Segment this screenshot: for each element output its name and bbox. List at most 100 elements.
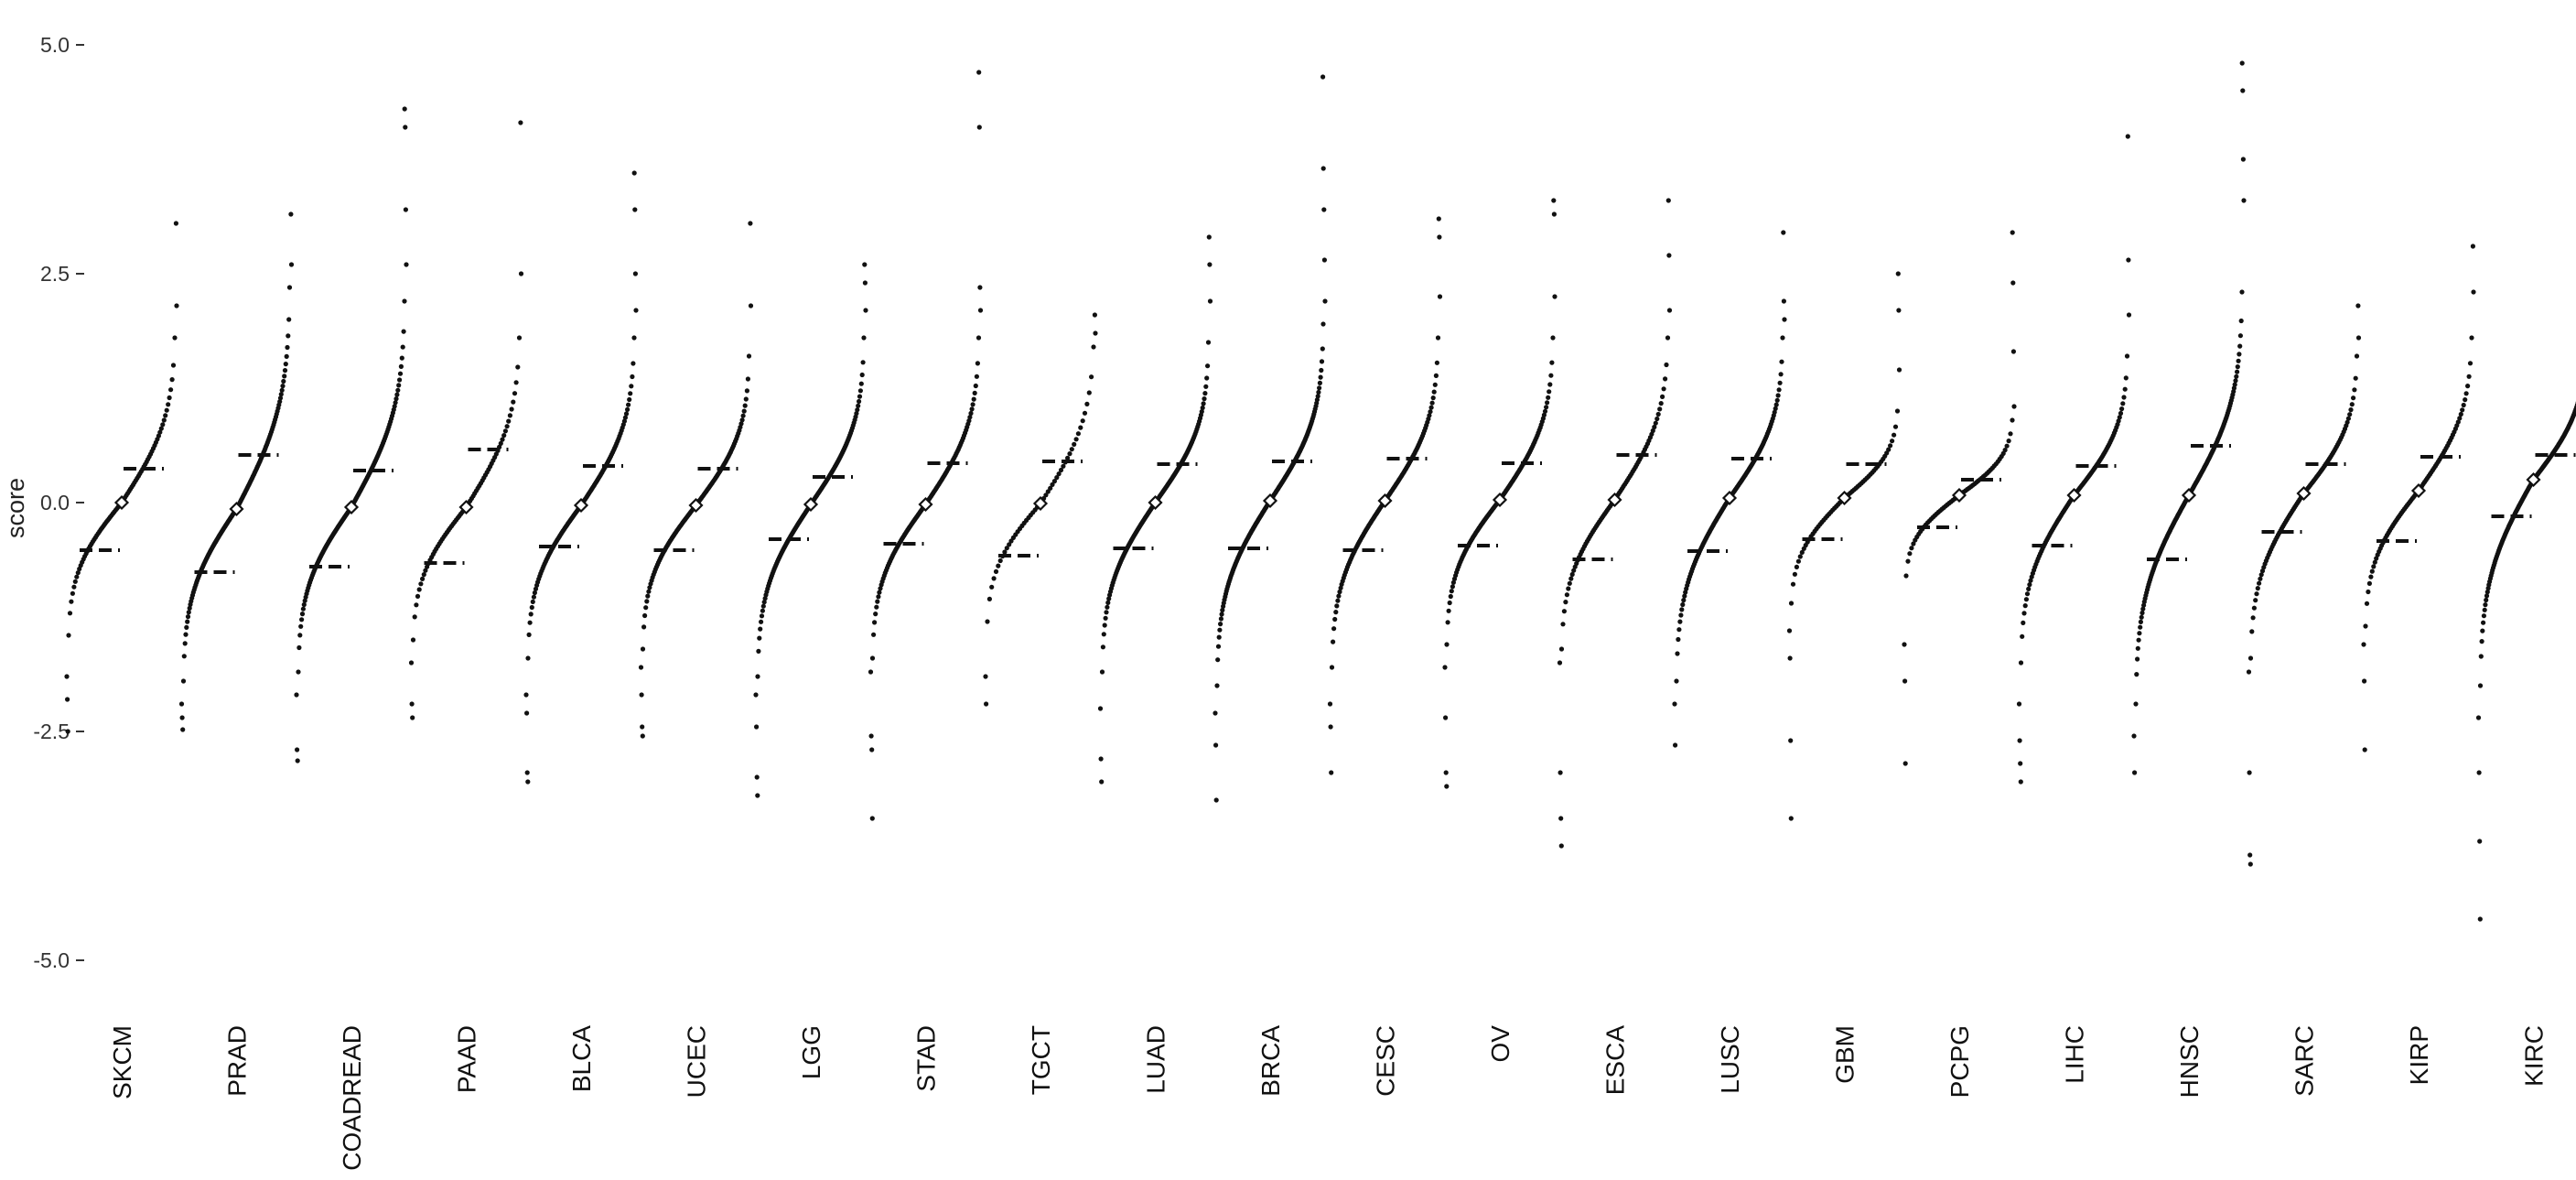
data-point	[1103, 615, 1108, 621]
data-point	[1201, 401, 1206, 406]
data-point	[2250, 615, 2256, 621]
data-point	[1075, 431, 1081, 437]
outlier-point	[1902, 761, 1908, 766]
data-point	[1778, 372, 1784, 377]
data-point	[1089, 374, 1094, 380]
data-point	[1432, 382, 1438, 387]
data-point	[1678, 612, 1684, 618]
data-point	[985, 619, 990, 624]
data-point	[2465, 384, 2471, 389]
data-point	[2255, 586, 2260, 591]
data-point	[858, 381, 864, 386]
data-point	[158, 426, 164, 431]
data-point	[2366, 589, 2371, 595]
outlier-point	[753, 692, 759, 698]
outlier-point	[869, 816, 875, 821]
data-point	[1043, 493, 1049, 498]
data-point	[1320, 321, 1326, 327]
data-point	[1548, 373, 1554, 378]
outlier-point	[2470, 244, 2475, 249]
data-point	[2116, 418, 2121, 424]
data-point	[2484, 593, 2490, 599]
data-point	[970, 402, 975, 407]
outlier-point	[1092, 312, 1097, 318]
data-point	[1681, 598, 1687, 603]
data-point	[181, 654, 187, 659]
data-point	[745, 376, 751, 382]
data-point	[282, 368, 288, 373]
x-category-label: COADREAD	[338, 1025, 366, 1171]
outlier-point	[1213, 797, 1219, 803]
data-point	[2467, 361, 2474, 366]
strip-lgg	[753, 262, 868, 798]
data-point	[412, 614, 417, 620]
data-point	[2345, 416, 2351, 421]
data-point	[529, 604, 534, 611]
data-point	[1065, 455, 1071, 460]
data-point	[528, 612, 534, 617]
data-point	[641, 624, 647, 630]
outlier-point	[524, 770, 530, 775]
outlier-point	[977, 285, 983, 290]
data-point	[282, 373, 287, 379]
data-point	[2024, 591, 2031, 597]
data-point	[1218, 622, 1223, 627]
strip-pcpg	[1902, 230, 2017, 766]
outlier-point	[1788, 738, 1794, 743]
data-point	[1217, 627, 1223, 633]
data-point	[1547, 389, 1552, 395]
data-point	[1084, 401, 1090, 406]
outlier-point	[1557, 770, 1563, 775]
data-point	[2469, 335, 2474, 341]
outlier-point	[288, 211, 294, 217]
outlier-point	[868, 669, 874, 675]
data-point	[1100, 644, 1105, 650]
strip-stad	[868, 70, 984, 821]
data-point	[1680, 601, 1686, 608]
data-point	[857, 398, 862, 405]
outlier-point	[178, 701, 185, 707]
data-point	[2457, 416, 2463, 421]
data-point	[756, 648, 761, 655]
data-point	[975, 361, 980, 366]
data-point	[2479, 639, 2484, 644]
outlier-point	[640, 724, 645, 730]
data-point	[854, 411, 859, 417]
outlier-point	[1321, 207, 1327, 212]
outlier-point	[2355, 303, 2361, 309]
data-point	[630, 373, 635, 380]
outlier-point	[288, 262, 295, 267]
x-category-label: LUAD	[1142, 1025, 1170, 1094]
data-point	[286, 285, 293, 290]
data-point	[2372, 559, 2377, 565]
data-point	[1205, 340, 1212, 345]
data-point	[1890, 438, 1895, 444]
data-point	[1200, 405, 1205, 411]
data-point	[1892, 432, 1897, 438]
data-point	[1549, 360, 1555, 365]
center-marker	[1721, 490, 1738, 506]
data-point	[2239, 289, 2245, 295]
data-point	[1561, 609, 1567, 614]
x-category-label: LUSC	[1716, 1025, 1744, 1094]
data-point	[2364, 601, 2370, 606]
outlier-point	[174, 303, 179, 309]
data-point	[410, 637, 416, 643]
data-point	[395, 387, 401, 393]
data-point	[861, 335, 867, 341]
outlier-point	[65, 697, 70, 702]
data-point	[1316, 389, 1321, 395]
data-point	[631, 335, 637, 341]
outlier-point	[2010, 349, 2016, 354]
outlier-point	[2126, 312, 2132, 318]
data-point	[1682, 593, 1687, 599]
data-point	[1048, 485, 1053, 491]
data-point	[185, 614, 191, 620]
data-point	[2455, 419, 2461, 425]
data-point	[2119, 406, 2125, 412]
data-point	[1220, 607, 1225, 613]
data-point	[399, 355, 404, 361]
x-category-label: ESCA	[1601, 1025, 1630, 1096]
data-point	[2137, 631, 2142, 636]
